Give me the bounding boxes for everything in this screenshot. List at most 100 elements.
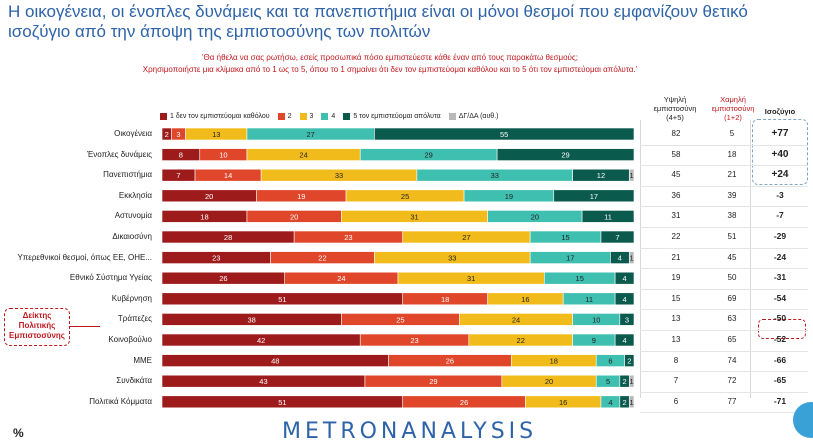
legend-item: 3 bbox=[299, 113, 313, 120]
bar-segment bbox=[581, 210, 635, 223]
balance-value: -52 bbox=[773, 334, 787, 344]
high-trust-value: 19 bbox=[671, 273, 681, 283]
bar-value-label: 29 bbox=[429, 377, 437, 386]
bar-segment bbox=[572, 168, 630, 182]
bar-segment bbox=[270, 251, 375, 264]
row-separator bbox=[640, 288, 808, 290]
survey-question: 'Θα ήθελα να σας ρωτήσω, εσείς προσωπικά… bbox=[70, 52, 710, 76]
bar-segment bbox=[161, 395, 404, 409]
bar-segment bbox=[624, 354, 635, 367]
bar-segment bbox=[161, 354, 389, 367]
bar-value-label: 4 bbox=[622, 295, 626, 304]
positive-balance-highlight bbox=[752, 119, 808, 185]
high-trust-value: 15 bbox=[671, 293, 681, 303]
bar-segment bbox=[562, 292, 616, 306]
bar-segment bbox=[246, 148, 361, 161]
bar-segment bbox=[572, 333, 616, 347]
corner-decoration bbox=[793, 402, 813, 438]
low-trust-value: 65 bbox=[727, 335, 737, 344]
bar-value-label: 9 bbox=[592, 336, 596, 345]
balance-value: +24 bbox=[771, 169, 789, 181]
bar-segment bbox=[341, 210, 488, 223]
legend-swatch bbox=[343, 113, 351, 120]
low-trust-value: 63 bbox=[727, 314, 737, 324]
bar-value-label: 3 bbox=[176, 130, 180, 139]
metron-analysis-logo: METRONANALYSIS bbox=[282, 419, 537, 444]
bar-value-label: 4 bbox=[608, 398, 612, 407]
legend-swatch bbox=[160, 113, 167, 120]
bar-value-label: 55 bbox=[500, 130, 508, 139]
bar-value-label: 26 bbox=[446, 357, 454, 366]
column-divider bbox=[640, 120, 641, 398]
category-label: Εθνικό Σύστημα Υγείας bbox=[69, 273, 152, 283]
bar-segment bbox=[496, 148, 635, 161]
bar-segment bbox=[487, 210, 583, 223]
bar-value-label: 23 bbox=[212, 254, 220, 263]
category-label: Ένοπλες δυνάμεις bbox=[86, 149, 152, 159]
balance-value: -29 bbox=[773, 231, 787, 241]
high-trust-value: 7 bbox=[673, 376, 679, 386]
bar-value-label: 25 bbox=[401, 192, 409, 201]
category-label: Υπερεθνικοί θεσμοί, όπως ΕΕ, ΟΗΕ... bbox=[17, 252, 152, 262]
category-label: Εκκλησία bbox=[118, 190, 152, 200]
bar-value-label: 23 bbox=[344, 233, 352, 242]
row-separator bbox=[640, 371, 808, 373]
bar-segment bbox=[260, 168, 418, 182]
balance-value: -31 bbox=[773, 272, 787, 283]
low-trust-value: 72 bbox=[727, 376, 737, 386]
high-trust-value: 45 bbox=[671, 170, 681, 180]
bar-segment bbox=[501, 374, 597, 388]
bar-value-label: 4 bbox=[622, 274, 626, 283]
bar-segment bbox=[529, 251, 611, 264]
row-separator bbox=[640, 165, 808, 167]
bar-segment bbox=[345, 189, 465, 203]
bar-segment bbox=[161, 189, 257, 203]
bar-segment bbox=[374, 127, 635, 141]
legend-label: 5 τον εμπιστεύομαι απόλυτα bbox=[353, 113, 441, 120]
category-label: Συνδικάτα bbox=[116, 376, 152, 386]
row-separator bbox=[640, 412, 808, 414]
bar-segment bbox=[529, 230, 602, 244]
low-trust-value: 69 bbox=[727, 293, 737, 303]
category-label: Δικαιοσύνη bbox=[112, 232, 152, 241]
balance-value: +40 bbox=[771, 148, 789, 160]
legend-swatch bbox=[299, 113, 307, 120]
category-label: Κυβέρνηση bbox=[111, 293, 152, 303]
legend-item: ΔΓ/ΔΑ (αυθ.) bbox=[448, 113, 499, 120]
high-trust-value: 58 bbox=[671, 149, 681, 159]
row-separator bbox=[640, 185, 808, 187]
bar-segment bbox=[359, 148, 498, 161]
legend-label: ΔΓ/ΔΑ (αυθ.) bbox=[458, 113, 499, 120]
balance-value: +77 bbox=[771, 128, 789, 139]
low-trust-value: 77 bbox=[727, 396, 737, 406]
bar-value-label: 33 bbox=[335, 171, 343, 180]
bar-segment bbox=[194, 168, 262, 182]
legend-swatch bbox=[277, 113, 285, 120]
balance-value: -54 bbox=[773, 292, 787, 303]
category-label: Πανεπιστήμια bbox=[103, 170, 152, 180]
balance-value: -66 bbox=[773, 354, 787, 365]
bar-value-label: 7 bbox=[615, 233, 619, 242]
column-divider bbox=[750, 120, 751, 398]
bar-value-label: 20 bbox=[531, 212, 539, 221]
high-trust-value: 31 bbox=[671, 211, 681, 221]
bar-segment bbox=[246, 127, 375, 141]
bar-segment bbox=[544, 271, 616, 285]
bar-segment bbox=[161, 374, 366, 388]
bar-segment bbox=[610, 251, 630, 264]
bar-segment bbox=[628, 395, 635, 409]
high-trust-value: 21 bbox=[671, 252, 681, 262]
high-trust-value: 22 bbox=[671, 232, 681, 241]
bar-segment bbox=[468, 333, 573, 347]
bar-value-label: 2 bbox=[622, 377, 626, 386]
category-label: Τράπεζες bbox=[117, 314, 152, 324]
bar-value-label: 28 bbox=[224, 233, 232, 242]
bar-segment bbox=[600, 395, 621, 409]
bar-value-label: 16 bbox=[521, 295, 529, 304]
low-trust-value: 5 bbox=[729, 129, 735, 138]
question-line-1: 'Θα ήθελα να σας ρωτήσω, εσείς προσωπικά… bbox=[202, 53, 578, 62]
bar-segment bbox=[374, 251, 531, 264]
bar-segment bbox=[525, 395, 602, 409]
bar-segment bbox=[284, 271, 399, 285]
bar-value-label: 6 bbox=[608, 357, 612, 366]
